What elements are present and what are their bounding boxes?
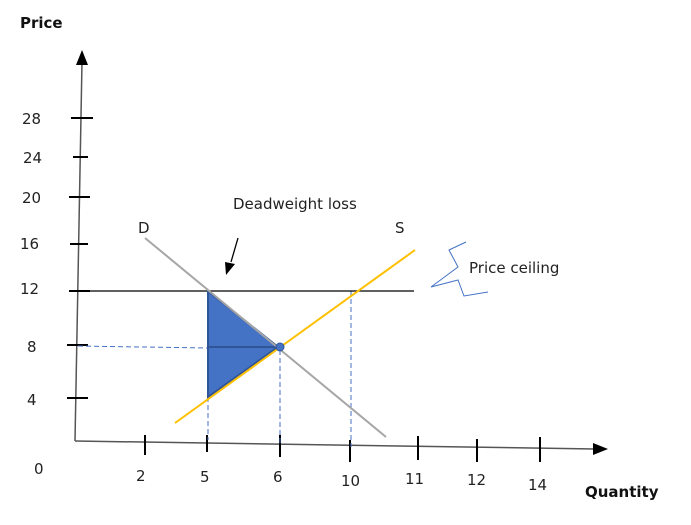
deadweight-loss-area — [207, 288, 280, 399]
y-tick-label: 12 — [20, 280, 39, 298]
x-axis-arrow-icon — [593, 443, 608, 455]
demand-label: D — [138, 219, 150, 237]
y-axis-arrow-icon — [76, 50, 88, 65]
x-tick-label: 5 — [200, 468, 210, 486]
x-tick-label: 14 — [528, 476, 547, 494]
x-axis-title: Quantity — [585, 483, 659, 501]
y-tick-labels: 28 24 20 16 12 8 4 — [20, 110, 42, 409]
demand-curve — [144, 237, 387, 438]
y-tick-label: 4 — [27, 391, 37, 409]
y-tick-label: 8 — [27, 338, 37, 356]
y-axis-title: Price — [20, 14, 63, 32]
deadweight-loss-label: Deadweight loss — [233, 195, 357, 213]
x-tick-label: 12 — [467, 471, 486, 489]
y-tick-label: 16 — [20, 235, 39, 253]
x-tick-labels: 0 2 5 6 10 11 12 14 — [34, 460, 547, 494]
x-tick-label: 2 — [136, 467, 146, 485]
x-tick-label: 11 — [405, 470, 424, 488]
supply-curve — [174, 249, 416, 424]
x-tick-label: 6 — [273, 468, 283, 486]
curly-brace-icon — [430, 241, 489, 297]
y-tick-label: 24 — [23, 149, 42, 167]
price-ceiling-label: Price ceiling — [469, 259, 559, 277]
y-axis — [67, 50, 93, 442]
y-tick-label: 20 — [22, 189, 41, 207]
x-tick-label: 10 — [341, 472, 360, 490]
supply-label: S — [395, 219, 405, 237]
x-axis — [74, 435, 608, 462]
guide-lines — [77, 291, 352, 447]
origin-label: 0 — [34, 460, 44, 478]
equilibrium-point — [275, 342, 285, 352]
y-tick-label: 28 — [22, 110, 41, 128]
arrow-down-icon — [225, 237, 239, 275]
